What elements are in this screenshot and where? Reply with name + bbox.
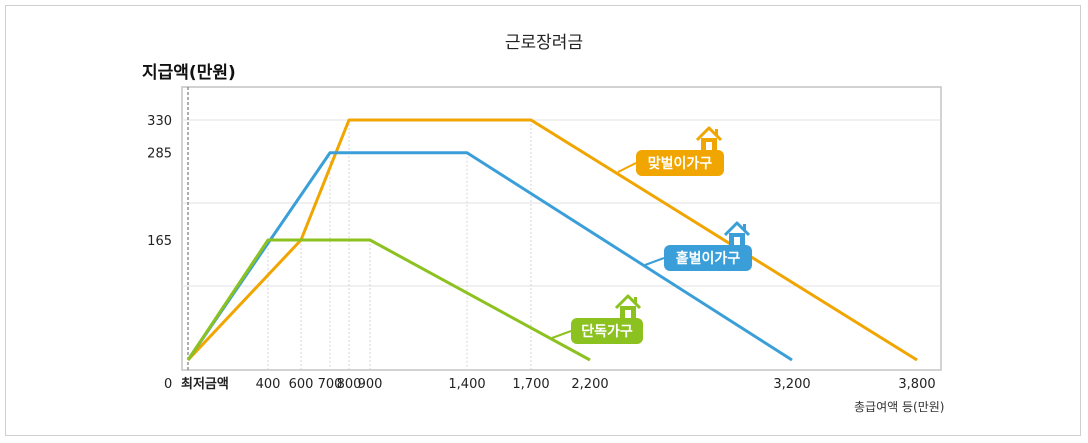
plot-border [181, 86, 942, 371]
x-tick-label: 3,800 [898, 377, 935, 392]
series-name-label: 단독가구 [581, 323, 633, 340]
house-icon [695, 126, 723, 142]
house-icon [625, 310, 631, 318]
x-tick-label: 700 [318, 377, 343, 392]
series-badge [571, 318, 643, 344]
badge-pointer [617, 162, 637, 173]
house-icon [723, 221, 751, 237]
series-badge [636, 150, 724, 176]
x-tick-label: 최저금액 [181, 377, 229, 392]
series-line-1 [186, 151, 793, 362]
series-name-label: 맞벌이가구 [648, 155, 713, 172]
house-icon [614, 294, 642, 310]
series-line-2 [186, 238, 591, 362]
house-icon [634, 297, 637, 303]
house-icon [715, 129, 718, 135]
x-tick-label: 600 [289, 377, 314, 392]
x-origin-label: 0 [164, 377, 172, 392]
house-icon [734, 237, 740, 245]
series-line-0 [186, 118, 918, 362]
badge-pointer [551, 330, 572, 339]
x-tick-label: 800 [337, 377, 362, 392]
chart-frame [5, 5, 1081, 436]
x-tick-label: 1,400 [448, 377, 485, 392]
x-tick-label: 400 [256, 377, 281, 392]
house-icon [706, 142, 712, 150]
house-icon [743, 224, 746, 230]
y-tick-label: 285 [147, 147, 172, 162]
x-tick-label: 3,200 [773, 377, 810, 392]
y-tick-label: 330 [147, 114, 172, 129]
y-axis-label: 지급액(만원) [142, 63, 236, 83]
x-tick-label: 1,700 [512, 377, 549, 392]
x-tick-label: 900 [358, 377, 383, 392]
x-axis-label: 총급여액 등(만원) [854, 400, 945, 414]
x-tick-label: 2,200 [571, 377, 608, 392]
y-tick-label: 165 [147, 234, 172, 249]
badge-pointer [644, 257, 665, 266]
series-badge [664, 245, 752, 271]
series-name-label: 홑벌이가구 [676, 250, 741, 267]
chart-title: 근로장려금 [504, 33, 584, 53]
